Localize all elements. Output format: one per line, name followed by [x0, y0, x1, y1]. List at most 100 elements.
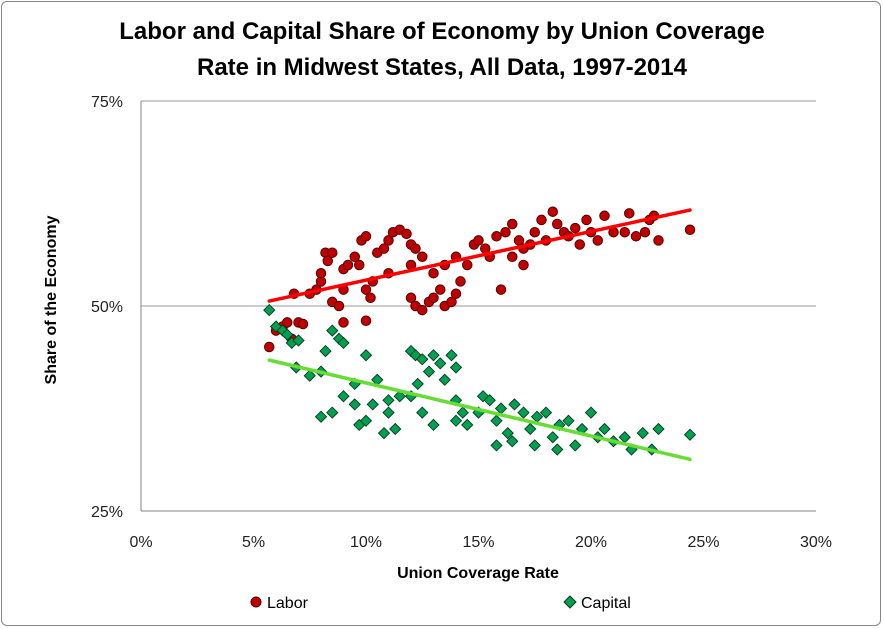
labor-point	[297, 318, 309, 330]
capital-point	[263, 303, 276, 317]
capital-point	[377, 426, 391, 440]
capital-point	[636, 426, 649, 440]
capital-point	[314, 410, 328, 423]
capital-point	[490, 414, 503, 427]
labor-point	[327, 247, 338, 258]
labor-point	[547, 206, 559, 217]
capital-point	[382, 394, 395, 407]
capital-point	[490, 439, 503, 452]
labor-trendline	[267, 208, 692, 303]
capital-point	[524, 422, 537, 436]
labor-point	[630, 231, 642, 242]
capital-point	[359, 414, 373, 427]
labor-point	[570, 222, 581, 234]
labor-point	[264, 341, 275, 353]
labor-point	[581, 214, 592, 226]
x-tick-label: 10%	[350, 534, 382, 551]
labor-point	[599, 210, 610, 222]
labor-point	[322, 255, 334, 267]
labor-point	[653, 235, 664, 246]
capital-point	[551, 443, 564, 456]
capital-point	[456, 406, 469, 419]
capital-point	[292, 334, 305, 347]
labor-point	[401, 228, 412, 240]
capital-point	[326, 406, 339, 419]
labor-point	[378, 243, 390, 254]
labor-point	[360, 315, 372, 327]
labor-point	[428, 292, 439, 304]
capital-point	[449, 414, 463, 427]
capital-point	[584, 406, 598, 419]
series-labor	[264, 206, 696, 353]
labor-point	[417, 251, 428, 263]
capital-point	[337, 390, 350, 403]
labor-point	[473, 235, 484, 246]
capital-point	[348, 398, 361, 411]
capital-point	[382, 406, 395, 419]
capital-point	[438, 373, 451, 386]
capital-point	[449, 361, 463, 374]
capital-point	[546, 431, 559, 444]
x-tick-label: 5%	[242, 534, 265, 551]
x-tick-label: 30%	[800, 534, 832, 551]
capital-point	[445, 349, 458, 362]
labor-point	[507, 218, 518, 230]
labor-point	[684, 224, 696, 235]
labor-point	[624, 208, 635, 219]
labor-point	[552, 218, 563, 230]
labor-point	[518, 259, 529, 271]
capital-point	[569, 439, 582, 452]
capital-point	[337, 336, 350, 350]
x-tick-label: 0%	[129, 534, 152, 551]
labor-point	[513, 235, 525, 246]
legend-capital-label: Capital	[581, 595, 631, 612]
capital-point	[416, 406, 429, 419]
labor-point	[462, 259, 473, 271]
x-tick-label: 20%	[575, 534, 607, 551]
capital-point	[422, 365, 436, 378]
labor-point	[342, 259, 354, 271]
labor-point	[349, 251, 361, 263]
y-axis-label: Share of the Economy	[43, 215, 60, 384]
chart-title-line-1: Labor and Capital Share of Economy by Un…	[119, 18, 765, 45]
capital-point	[652, 422, 665, 436]
capital-point	[281, 328, 294, 341]
labor-point	[338, 317, 349, 328]
y-tick-label: 75%	[91, 94, 123, 111]
labor-point	[428, 267, 439, 279]
legend-labor-marker	[250, 596, 262, 608]
capital-point	[683, 428, 697, 441]
labor-point	[417, 304, 428, 316]
labor-point	[410, 243, 421, 254]
labor-point	[450, 288, 462, 299]
capital-point	[598, 422, 611, 436]
labor-point	[619, 226, 631, 238]
labor-point	[282, 317, 293, 328]
labor-point	[536, 214, 547, 226]
capital-point	[562, 414, 575, 427]
capital-point	[528, 439, 541, 452]
series-capital	[263, 303, 697, 456]
legend: Labor Capital	[250, 595, 631, 612]
capital-point	[501, 426, 514, 440]
x-tick-label: 25%	[687, 534, 719, 551]
labor-point	[435, 284, 446, 295]
legend-labor-label: Labor	[267, 595, 309, 612]
x-axis-label: Union Coverage Rate	[397, 565, 559, 582]
chart-title-line-2: Rate in Midwest States, All Data, 1997-2…	[197, 54, 687, 81]
x-tick-label: 15%	[462, 534, 494, 551]
capital-point	[389, 422, 402, 436]
labor-point	[507, 251, 518, 263]
capital-point	[517, 406, 530, 419]
labor-point	[360, 284, 372, 295]
labor-point	[495, 284, 507, 295]
labor-point	[491, 231, 502, 242]
capital-trendline	[267, 358, 692, 462]
y-tick-label: 50%	[91, 299, 123, 316]
capital-point	[427, 418, 440, 432]
labor-point	[455, 276, 466, 287]
labor-point	[500, 226, 511, 238]
labor-point	[405, 292, 417, 304]
